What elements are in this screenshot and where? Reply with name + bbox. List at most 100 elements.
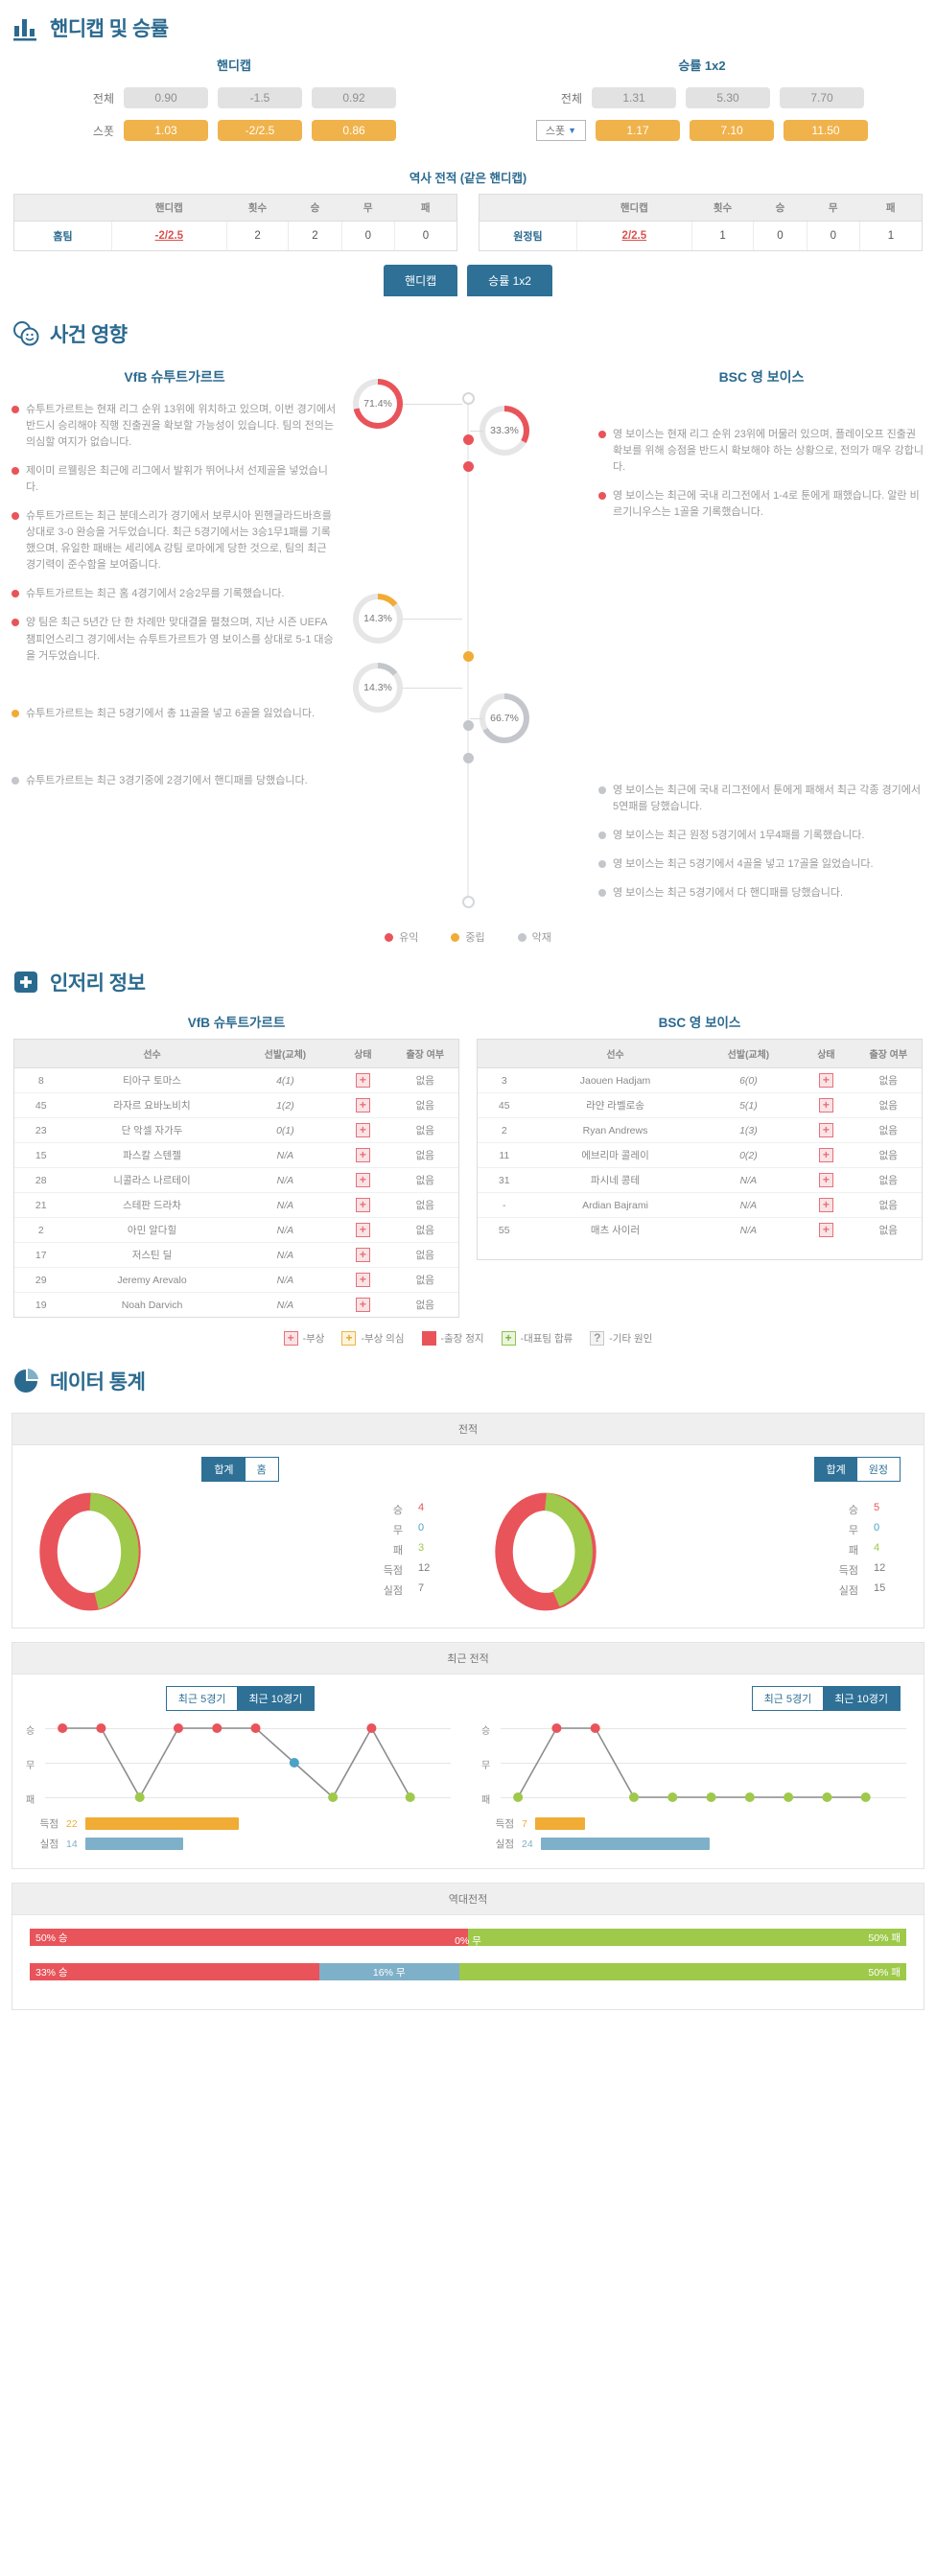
list-item: 영 보이스는 최근 원정 5경기에서 1무4패를 기록했습니다. — [598, 828, 924, 844]
player-status: + — [334, 1217, 392, 1244]
handicap-section-header: 핸디캡 및 승률 — [0, 0, 936, 52]
legend-swatch-icon — [385, 932, 394, 942]
bullet-dot-icon — [598, 889, 606, 898]
player-apps: N/A — [276, 1199, 294, 1211]
player-number: 3 — [478, 1067, 531, 1094]
odds-tab-buttons: 핸디캡 승률 1x2 — [0, 265, 936, 296]
handicap-all-cell-3[interactable]: 0.92 — [312, 87, 396, 108]
player-apps: N/A — [276, 1274, 294, 1286]
bullet-text: 슈투트가르트는 최근 3경기중에 2경기에서 핸디패를 당했습니다. — [26, 774, 308, 786]
form-chart-away: 승 무 패 — [481, 1722, 910, 1811]
home-scored-row: 득점 22 — [26, 1816, 455, 1831]
recent-panel-title: 최근 전적 — [12, 1643, 924, 1675]
h2h-row-2: 33% 승 16% 무 50% 패 — [30, 1963, 906, 1981]
stats-section-header: 데이터 통계 — [0, 1353, 936, 1405]
player-name: Jaouen Hadjam — [530, 1067, 700, 1094]
player-status: + — [334, 1267, 392, 1294]
player-availability: 없음 — [878, 1225, 898, 1237]
scored-label: 득점 — [39, 1818, 58, 1831]
injury-home-table: 선수 선발(교체) 상태 출장 여부 8 티아구 토마스 4(1) + 없음 45 라자르… — [14, 1040, 458, 1317]
injury-plus-icon: + — [355, 1298, 370, 1313]
player-availability: 없음 — [391, 1142, 458, 1169]
toggle-last10[interactable]: 최근 10경기 — [237, 1687, 315, 1711]
spot-select-dropdown[interactable]: 스폿 ▼ — [536, 120, 586, 141]
gauge-connector-3 — [403, 619, 462, 620]
hist-home-col-2: 횟수 — [226, 195, 289, 222]
bar-chart-icon — [13, 19, 36, 41]
toggle-away[interactable]: 원정 — [856, 1458, 900, 1482]
impact-home-column: VfB 슈투트가르트 슈투트가르트는 현재 리그 순위 13위에 위치하고 있으… — [12, 358, 338, 914]
toggle-last5[interactable]: 최근 5경기 — [752, 1687, 824, 1711]
player-apps: N/A — [739, 1199, 758, 1211]
h2h-panel-title: 역대전적 — [12, 1884, 924, 1916]
winrate-spot-cell-2[interactable]: 7.10 — [690, 120, 774, 141]
winrate-all-cell-3[interactable]: 7.70 — [780, 87, 864, 108]
list-item: 슈투트가르트는 최근 3경기중에 2경기에서 핸디패를 당했습니다. — [12, 773, 338, 789]
bullet-dot-icon — [12, 467, 19, 476]
handicap-odds-title: 핸디캡 — [217, 59, 251, 73]
list-item: 영 보이스는 최근 5경기에서 4골을 넣고 17골을 잃었습니다. — [598, 856, 924, 873]
toggle-home[interactable]: 홈 — [245, 1458, 278, 1482]
winrate-all-cell-1[interactable]: 1.31 — [592, 87, 676, 108]
recent-form-panel: 최근 전적 최근 5경기 최근 10경기 최근 5경기 최근 10경기 — [12, 1642, 924, 1870]
player-availability: 없음 — [391, 1117, 458, 1144]
handicap-odds-row-spot: 스폿 1.03 -2/2.5 0.86 — [0, 120, 468, 141]
player-status: + — [797, 1067, 855, 1094]
injury-plus-icon: + — [355, 1273, 370, 1288]
table-row: 17 저스틴 딜 N/A + 없음 — [14, 1242, 458, 1269]
list-item: 슈투트가르트는 최근 5경기에서 총 11골을 넣고 6골을 잃었습니다. — [12, 706, 338, 722]
gridline-win — [501, 1728, 906, 1730]
handicap-all-label: 전체 — [92, 91, 114, 105]
player-status: + — [797, 1218, 854, 1243]
player-status: + — [797, 1092, 855, 1119]
stats-section-title: 데이터 통계 — [50, 1371, 146, 1394]
player-number: 23 — [14, 1117, 68, 1144]
toggle-last10[interactable]: 최근 10경기 — [823, 1687, 900, 1711]
handicap-spot-cell-1[interactable]: 1.03 — [124, 120, 208, 141]
table-row: 3 Jaouen Hadjam 6(0) + 없음 — [478, 1067, 922, 1094]
bullet-text: 슈투트가르트는 최근 5경기에서 총 11골을 넣고 6골을 잃었습니다. — [26, 707, 316, 719]
winrate-spot-cell-1[interactable]: 1.17 — [596, 120, 680, 141]
inj-home-col-2: 선발(교체) — [236, 1040, 335, 1069]
inj-home-col-3: 상태 — [334, 1040, 392, 1069]
list-item: 슈투트가르트는 최근 홈 4경기에서 2승2무를 기록했습니다. — [12, 586, 338, 602]
hist-home-handicap[interactable]: -2/2.5 — [111, 221, 227, 250]
tab-handicap[interactable]: 핸디캡 — [384, 265, 458, 296]
toggle-last5[interactable]: 최근 5경기 — [166, 1687, 238, 1711]
toggle-total[interactable]: 합계 — [202, 1458, 246, 1482]
winrate-all-label: 전체 — [560, 91, 582, 105]
hist-away-col-0 — [480, 195, 577, 222]
gauge-away-2-value: 66.7% — [485, 699, 524, 738]
handicap-all-cell-1[interactable]: 0.90 — [124, 87, 208, 108]
inj-home-col-0 — [14, 1040, 68, 1069]
winrate-all-cell-2[interactable]: 5.30 — [686, 87, 770, 108]
tab-winrate[interactable]: 승률 1x2 — [467, 265, 552, 296]
scored-value: 22 — [66, 1817, 78, 1830]
hist-away-handicap[interactable]: 2/2.5 — [576, 221, 692, 250]
gauge-home-2-value: 14.3% — [359, 599, 397, 638]
table-row: 55 매츠 사이러 N/A + 없음 — [478, 1218, 922, 1243]
player-apps: 1(2) — [276, 1099, 294, 1112]
bullet-text: 제이미 르웰링은 최근에 리그에서 발휘가 뛰어나서 선제골을 넣었습니다. — [26, 465, 328, 494]
legend-swatch-icon — [451, 932, 460, 942]
hist-home-team: 홈팀 — [14, 221, 112, 250]
hist-home-loss: 0 — [422, 230, 430, 242]
winrate-odds-row-all: 전체 1.31 5.30 7.70 — [468, 87, 936, 108]
table-row: 19 Noah Darvich N/A + 없음 — [14, 1293, 458, 1318]
toggle-total[interactable]: 합계 — [814, 1458, 857, 1482]
winrate-spot-cell-3[interactable]: 11.50 — [784, 120, 868, 141]
legend-label: -부상 의심 — [361, 1333, 405, 1346]
player-status: + — [334, 1067, 392, 1094]
form-chart-home: 승 무 패 — [26, 1722, 455, 1811]
table-row: - Ardian Bajrami N/A + 없음 — [478, 1192, 922, 1219]
handicap-all-cell-2[interactable]: -1.5 — [218, 87, 302, 108]
hist-home-col-5: 패 — [394, 195, 456, 222]
recent-away-toggle-wrap: 최근 5경기 최근 10경기 — [468, 1686, 924, 1712]
player-name: 라자르 요바노비치 — [67, 1092, 237, 1119]
h2h-panel: 역대전적 50% 승 50% 패 0% 무 33% 승 16% 무 50% 패 — [12, 1883, 924, 2011]
handicap-spot-cell-2[interactable]: -2/2.5 — [218, 120, 302, 141]
table-header-row: 선수 선발(교체) 상태 출장 여부 — [478, 1040, 922, 1069]
handicap-spot-cell-3[interactable]: 0.86 — [312, 120, 396, 141]
